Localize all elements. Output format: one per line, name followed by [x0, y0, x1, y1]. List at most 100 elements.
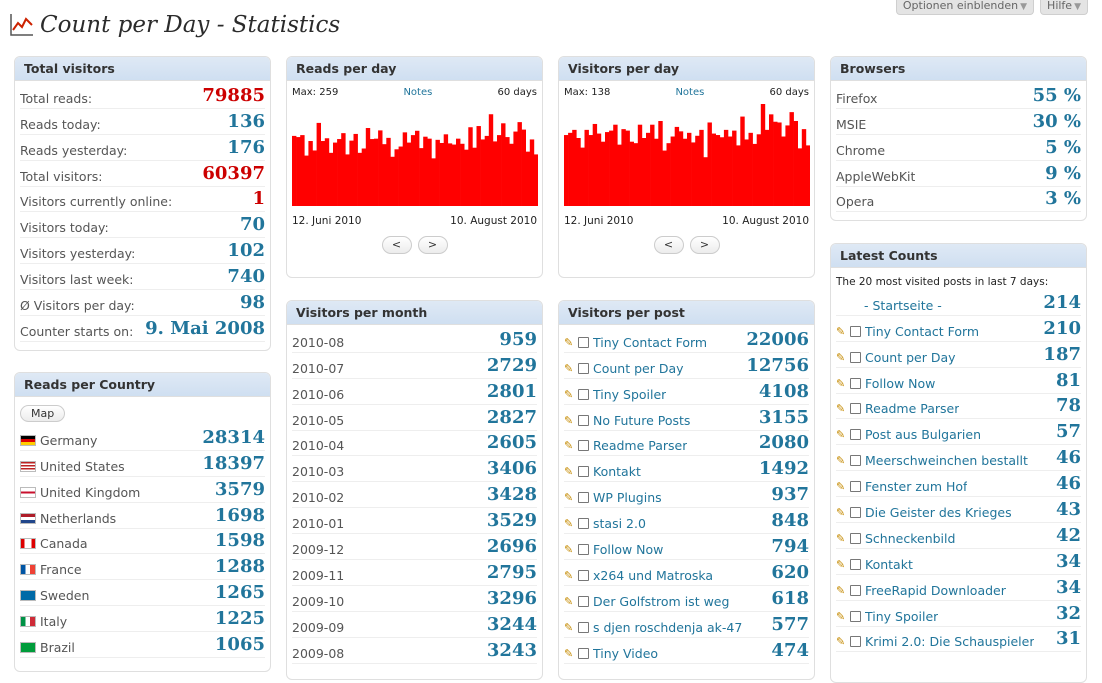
post-title-link[interactable]: WP Plugins — [593, 490, 662, 506]
stats-icon[interactable] — [578, 336, 589, 348]
stats-icon[interactable] — [850, 377, 861, 389]
post-row[interactable]: ✎ s djen roschdenja ak-47 577 — [564, 612, 809, 638]
stats-icon[interactable] — [850, 455, 861, 467]
stats-icon[interactable] — [578, 492, 589, 504]
pencil-icon[interactable]: ✎ — [564, 413, 574, 427]
visitors-notes-link[interactable]: Notes — [675, 87, 705, 98]
latest-row[interactable]: ✎ Meerschweinchen bestallt 46 — [836, 445, 1081, 472]
pencil-icon[interactable]: ✎ — [836, 454, 846, 468]
post-title-link[interactable]: Readme Parser — [593, 438, 688, 454]
post-title-link[interactable]: Tiny Video — [593, 645, 659, 661]
stats-icon[interactable] — [578, 595, 589, 607]
stats-icon[interactable] — [850, 429, 861, 441]
latest-row[interactable]: ✎ Follow Now 81 — [836, 368, 1081, 394]
post-row[interactable]: ✎ Count per Day 12756 — [564, 353, 809, 379]
pencil-icon[interactable]: ✎ — [564, 620, 574, 634]
latest-post-link[interactable]: Meerschweinchen bestallt — [865, 453, 1028, 469]
post-row[interactable]: ✎ x264 und Matroska 620 — [564, 560, 809, 586]
post-row[interactable]: ✎ No Future Posts 3155 — [564, 405, 809, 431]
screen-options-tab[interactable]: Optionen einblenden ▼ — [895, 0, 1035, 15]
pencil-icon[interactable]: ✎ — [564, 439, 574, 453]
reads-notes-link[interactable]: Notes — [403, 87, 433, 98]
latest-post-link[interactable]: FreeRapid Downloader — [865, 582, 1006, 598]
home-link[interactable]: - Startseite - — [864, 297, 942, 313]
post-row[interactable]: ✎ Tiny Spoiler 4108 — [564, 379, 809, 405]
stats-icon[interactable] — [850, 507, 861, 519]
reads-prev-button[interactable]: < — [381, 236, 412, 254]
post-title-link[interactable]: Count per Day — [593, 360, 684, 376]
pencil-icon[interactable]: ✎ — [836, 480, 846, 494]
latest-row[interactable]: ✎ Kontakt 34 — [836, 549, 1081, 575]
stats-icon[interactable] — [578, 647, 589, 659]
latest-post-link[interactable]: Krimi 2.0: Die Schauspieler — [865, 634, 1035, 650]
post-title-link[interactable]: stasi 2.0 — [593, 516, 646, 532]
latest-post-link[interactable]: Follow Now — [865, 375, 936, 391]
post-title-link[interactable]: Tiny Spoiler — [593, 386, 667, 402]
pencil-icon[interactable]: ✎ — [836, 531, 846, 545]
stats-icon[interactable] — [578, 362, 589, 374]
stats-icon[interactable] — [850, 610, 861, 622]
post-title-link[interactable]: Der Golfstrom ist weg — [593, 593, 730, 609]
home-row[interactable]: - Startseite - 214 — [836, 290, 1081, 316]
stats-icon[interactable] — [578, 388, 589, 400]
latest-post-link[interactable]: Die Geister des Krieges — [865, 505, 1012, 521]
map-button[interactable]: Map — [20, 405, 66, 422]
latest-post-link[interactable]: Tiny Contact Form — [865, 323, 980, 339]
post-title-link[interactable]: Tiny Contact Form — [593, 334, 708, 350]
latest-post-link[interactable]: Kontakt — [865, 556, 913, 572]
post-title-link[interactable]: s djen roschdenja ak-47 — [593, 619, 743, 635]
latest-row[interactable]: ✎ Die Geister des Krieges 43 — [836, 497, 1081, 524]
latest-post-link[interactable]: Post aus Bulgarien — [865, 427, 981, 443]
pencil-icon[interactable]: ✎ — [836, 583, 846, 597]
stats-icon[interactable] — [578, 544, 589, 556]
pencil-icon[interactable]: ✎ — [564, 335, 574, 349]
latest-post-link[interactable]: Count per Day — [865, 349, 956, 365]
post-row[interactable]: ✎ Kontakt 1492 — [564, 456, 809, 483]
post-row[interactable]: ✎ Der Golfstrom ist weg 618 — [564, 586, 809, 612]
pencil-icon[interactable]: ✎ — [836, 350, 846, 364]
post-title-link[interactable]: Kontakt — [593, 464, 641, 480]
pencil-icon[interactable]: ✎ — [836, 376, 846, 390]
pencil-icon[interactable]: ✎ — [836, 557, 846, 571]
latest-row[interactable]: ✎ Readme Parser 78 — [836, 394, 1081, 420]
latest-post-link[interactable]: Readme Parser — [865, 401, 960, 417]
stats-icon[interactable] — [850, 325, 861, 337]
stats-icon[interactable] — [578, 569, 589, 581]
post-row[interactable]: ✎ Follow Now 794 — [564, 534, 809, 561]
post-row[interactable]: ✎ Readme Parser 2080 — [564, 431, 809, 457]
pencil-icon[interactable]: ✎ — [836, 506, 846, 520]
pencil-icon[interactable]: ✎ — [564, 568, 574, 582]
latest-row[interactable]: ✎ Count per Day 187 — [836, 342, 1081, 368]
post-row[interactable]: ✎ Tiny Contact Form 22006 — [564, 327, 809, 353]
stats-icon[interactable] — [850, 584, 861, 596]
stats-icon[interactable] — [578, 621, 589, 633]
latest-row[interactable]: ✎ Krimi 2.0: Die Schauspieler 31 — [836, 627, 1081, 653]
stats-icon[interactable] — [850, 403, 861, 415]
post-row[interactable]: ✎ WP Plugins 937 — [564, 482, 809, 509]
stats-icon[interactable] — [578, 466, 589, 478]
pencil-icon[interactable]: ✎ — [564, 517, 574, 531]
visitors-next-button[interactable]: > — [689, 236, 720, 254]
pencil-icon[interactable]: ✎ — [836, 428, 846, 442]
latest-row[interactable]: ✎ Schneckenbild 42 — [836, 523, 1081, 549]
pencil-icon[interactable]: ✎ — [836, 635, 846, 649]
pencil-icon[interactable]: ✎ — [836, 609, 846, 623]
latest-row[interactable]: ✎ Post aus Bulgarien 57 — [836, 419, 1081, 446]
post-row[interactable]: ✎ Tiny Video 474 — [564, 638, 809, 664]
stats-icon[interactable] — [850, 558, 861, 570]
stats-icon[interactable] — [850, 351, 861, 363]
post-title-link[interactable]: No Future Posts — [593, 412, 691, 428]
help-tab[interactable]: Hilfe ▼ — [1040, 0, 1088, 15]
latest-row[interactable]: ✎ FreeRapid Downloader 34 — [836, 575, 1081, 601]
latest-row[interactable]: ✎ Tiny Spoiler 32 — [836, 601, 1081, 627]
stats-icon[interactable] — [578, 414, 589, 426]
pencil-icon[interactable]: ✎ — [836, 402, 846, 416]
post-row[interactable]: ✎ stasi 2.0 848 — [564, 508, 809, 535]
pencil-icon[interactable]: ✎ — [564, 491, 574, 505]
reads-next-button[interactable]: > — [417, 236, 448, 254]
post-title-link[interactable]: Follow Now — [593, 542, 664, 558]
pencil-icon[interactable]: ✎ — [564, 646, 574, 660]
latest-row[interactable]: ✎ Fenster zum Hof 46 — [836, 471, 1081, 498]
stats-icon[interactable] — [850, 532, 861, 544]
stats-icon[interactable] — [578, 440, 589, 452]
